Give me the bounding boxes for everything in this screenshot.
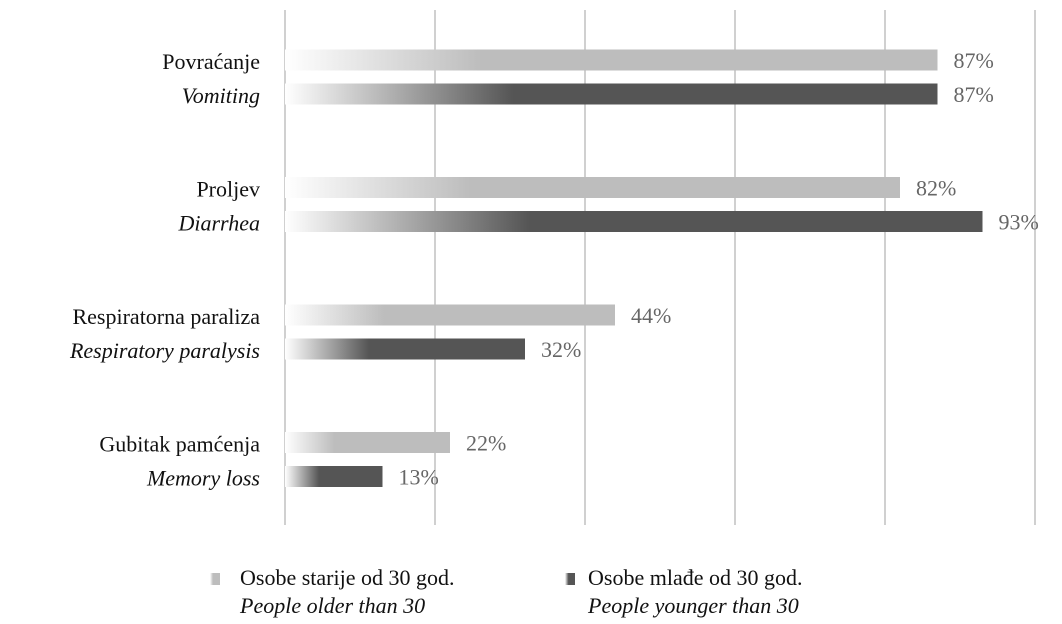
value-label: 22% <box>466 431 506 456</box>
bar <box>285 338 525 360</box>
legend-translation: People younger than 30 <box>587 593 799 618</box>
bar <box>285 304 615 326</box>
value-label: 13% <box>399 465 439 490</box>
legend-marker <box>565 573 575 585</box>
bar <box>285 211 983 232</box>
category-label: Respiratorna paraliza <box>72 304 260 329</box>
legend-translation: People older than 30 <box>239 593 425 618</box>
category-translation: Diarrhea <box>178 211 261 236</box>
bar <box>285 466 383 487</box>
value-label: 44% <box>631 303 671 328</box>
category-label: Gubitak pamćenja <box>99 432 260 457</box>
category-translation: Memory loss <box>146 466 260 491</box>
legend-label: Osobe mlađe od 30 god. <box>588 565 802 590</box>
bar <box>285 432 450 453</box>
value-label: 87% <box>954 48 994 73</box>
bar <box>285 177 900 198</box>
value-label: 82% <box>916 176 956 201</box>
category-label: Povraćanje <box>162 49 260 74</box>
category-translation: Vomiting <box>182 83 260 108</box>
value-label: 87% <box>954 82 994 107</box>
category-label: Proljev <box>196 177 260 202</box>
legend-marker <box>210 573 220 585</box>
bar <box>285 49 938 71</box>
legend-label: Osobe starije od 30 god. <box>240 565 454 590</box>
category-translation: Respiratory paralysis <box>69 338 260 363</box>
bar <box>285 83 938 105</box>
value-label: 93% <box>999 210 1039 235</box>
value-label: 32% <box>541 337 581 362</box>
